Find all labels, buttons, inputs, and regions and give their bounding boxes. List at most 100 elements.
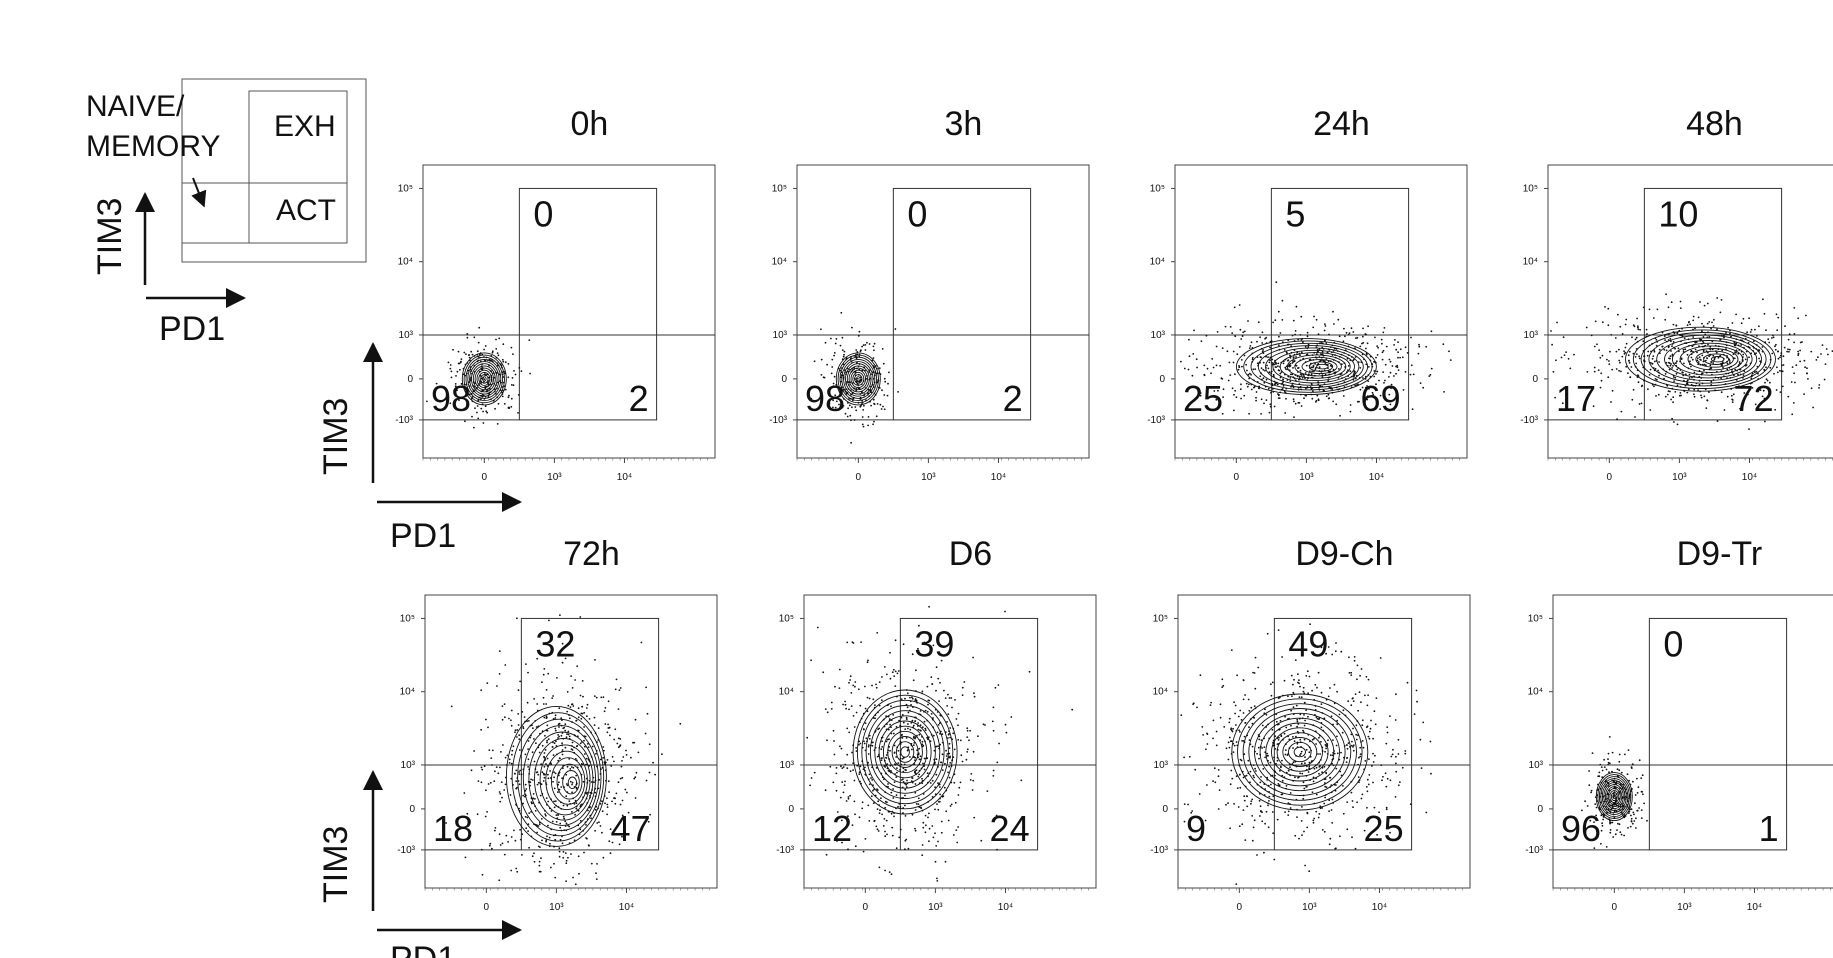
event-dot bbox=[1213, 386, 1215, 389]
event-dot bbox=[1698, 356, 1701, 358]
event-dot bbox=[1384, 388, 1387, 391]
event-dot bbox=[1258, 799, 1261, 802]
event-dot bbox=[863, 728, 865, 731]
event-dot bbox=[1667, 346, 1670, 349]
event-dot bbox=[868, 737, 871, 740]
event-dot bbox=[1297, 367, 1300, 369]
event-dot bbox=[459, 361, 462, 364]
event-dot bbox=[615, 792, 618, 795]
event-dot bbox=[1237, 715, 1240, 718]
event-dot bbox=[1277, 394, 1280, 397]
event-dot bbox=[526, 720, 528, 723]
event-dot bbox=[1763, 368, 1766, 371]
event-dot bbox=[463, 407, 466, 410]
event-dot bbox=[1637, 381, 1640, 384]
event-dot bbox=[567, 733, 570, 736]
event-dot bbox=[1304, 762, 1306, 765]
event-dot bbox=[957, 739, 960, 741]
event-dot bbox=[614, 688, 617, 691]
event-dot bbox=[527, 740, 530, 742]
event-dot bbox=[562, 815, 565, 818]
event-dot bbox=[1756, 365, 1759, 368]
event-dot bbox=[545, 797, 548, 799]
event-dot bbox=[1323, 765, 1326, 768]
event-dot bbox=[1788, 350, 1790, 353]
event-dot bbox=[1368, 737, 1371, 740]
event-dot bbox=[1271, 681, 1274, 684]
event-dot bbox=[1254, 687, 1257, 690]
event-dot bbox=[1631, 398, 1634, 401]
event-dot bbox=[1277, 365, 1279, 368]
event-dot bbox=[826, 739, 828, 742]
event-dot bbox=[595, 696, 598, 699]
event-dot bbox=[593, 724, 596, 726]
event-dot bbox=[846, 753, 849, 756]
event-dot bbox=[1556, 321, 1558, 324]
event-dot bbox=[1386, 731, 1389, 734]
event-dot bbox=[813, 360, 816, 363]
event-dot bbox=[1392, 748, 1394, 751]
event-dot bbox=[948, 697, 951, 699]
event-dot bbox=[1267, 367, 1270, 370]
event-dot bbox=[1418, 343, 1420, 346]
event-dot bbox=[1618, 753, 1621, 756]
event-dot bbox=[907, 727, 909, 730]
contour-ring bbox=[1640, 332, 1767, 387]
event-dot bbox=[813, 771, 816, 774]
event-dot bbox=[1247, 320, 1249, 322]
event-dot bbox=[1777, 357, 1780, 360]
event-dot bbox=[1212, 737, 1214, 740]
event-dot bbox=[1689, 360, 1691, 363]
event-dot bbox=[541, 681, 543, 684]
event-dot bbox=[935, 666, 938, 669]
event-dot bbox=[1381, 779, 1383, 782]
event-dot bbox=[541, 744, 544, 747]
event-dot bbox=[1300, 315, 1303, 318]
event-dot bbox=[1712, 325, 1715, 327]
event-dot bbox=[504, 716, 506, 719]
event-dot bbox=[1694, 327, 1696, 330]
event-dot bbox=[854, 845, 857, 848]
event-dot bbox=[1641, 774, 1644, 777]
event-dot bbox=[1302, 729, 1304, 732]
event-dot bbox=[1295, 364, 1298, 367]
event-dot bbox=[1710, 361, 1713, 363]
event-dot bbox=[477, 780, 480, 782]
event-dot bbox=[1276, 743, 1279, 745]
event-dot bbox=[1253, 705, 1256, 707]
contour-ring bbox=[1625, 326, 1776, 392]
event-dot bbox=[580, 717, 583, 720]
event-dot bbox=[847, 797, 850, 800]
event-dot bbox=[1292, 319, 1295, 322]
event-dot bbox=[1563, 354, 1566, 356]
event-dot bbox=[1675, 324, 1678, 327]
event-dot bbox=[1411, 408, 1414, 411]
event-dot bbox=[1338, 713, 1341, 716]
event-dot bbox=[1376, 354, 1379, 356]
event-dot bbox=[1293, 678, 1295, 681]
event-dot bbox=[1779, 391, 1782, 393]
event-dot bbox=[936, 731, 939, 734]
event-dot bbox=[1275, 720, 1278, 723]
y-tick-label: 10³ bbox=[773, 330, 788, 341]
event-dot bbox=[652, 761, 654, 764]
event-dot bbox=[1608, 363, 1611, 366]
event-dot bbox=[556, 677, 558, 679]
event-dot bbox=[1356, 801, 1358, 804]
event-dot bbox=[1269, 403, 1272, 406]
event-dot bbox=[1614, 833, 1617, 836]
event-dot bbox=[1328, 397, 1331, 400]
event-dot bbox=[1240, 359, 1243, 361]
event-dot bbox=[1442, 343, 1445, 346]
event-dot bbox=[1222, 388, 1225, 391]
event-dot bbox=[553, 787, 556, 790]
event-dot bbox=[1299, 754, 1301, 757]
event-dot bbox=[885, 754, 888, 756]
event-dot bbox=[502, 343, 505, 346]
event-dot bbox=[1637, 328, 1640, 331]
event-dot bbox=[646, 712, 649, 715]
event-dot bbox=[527, 823, 530, 825]
event-dot bbox=[947, 713, 950, 715]
